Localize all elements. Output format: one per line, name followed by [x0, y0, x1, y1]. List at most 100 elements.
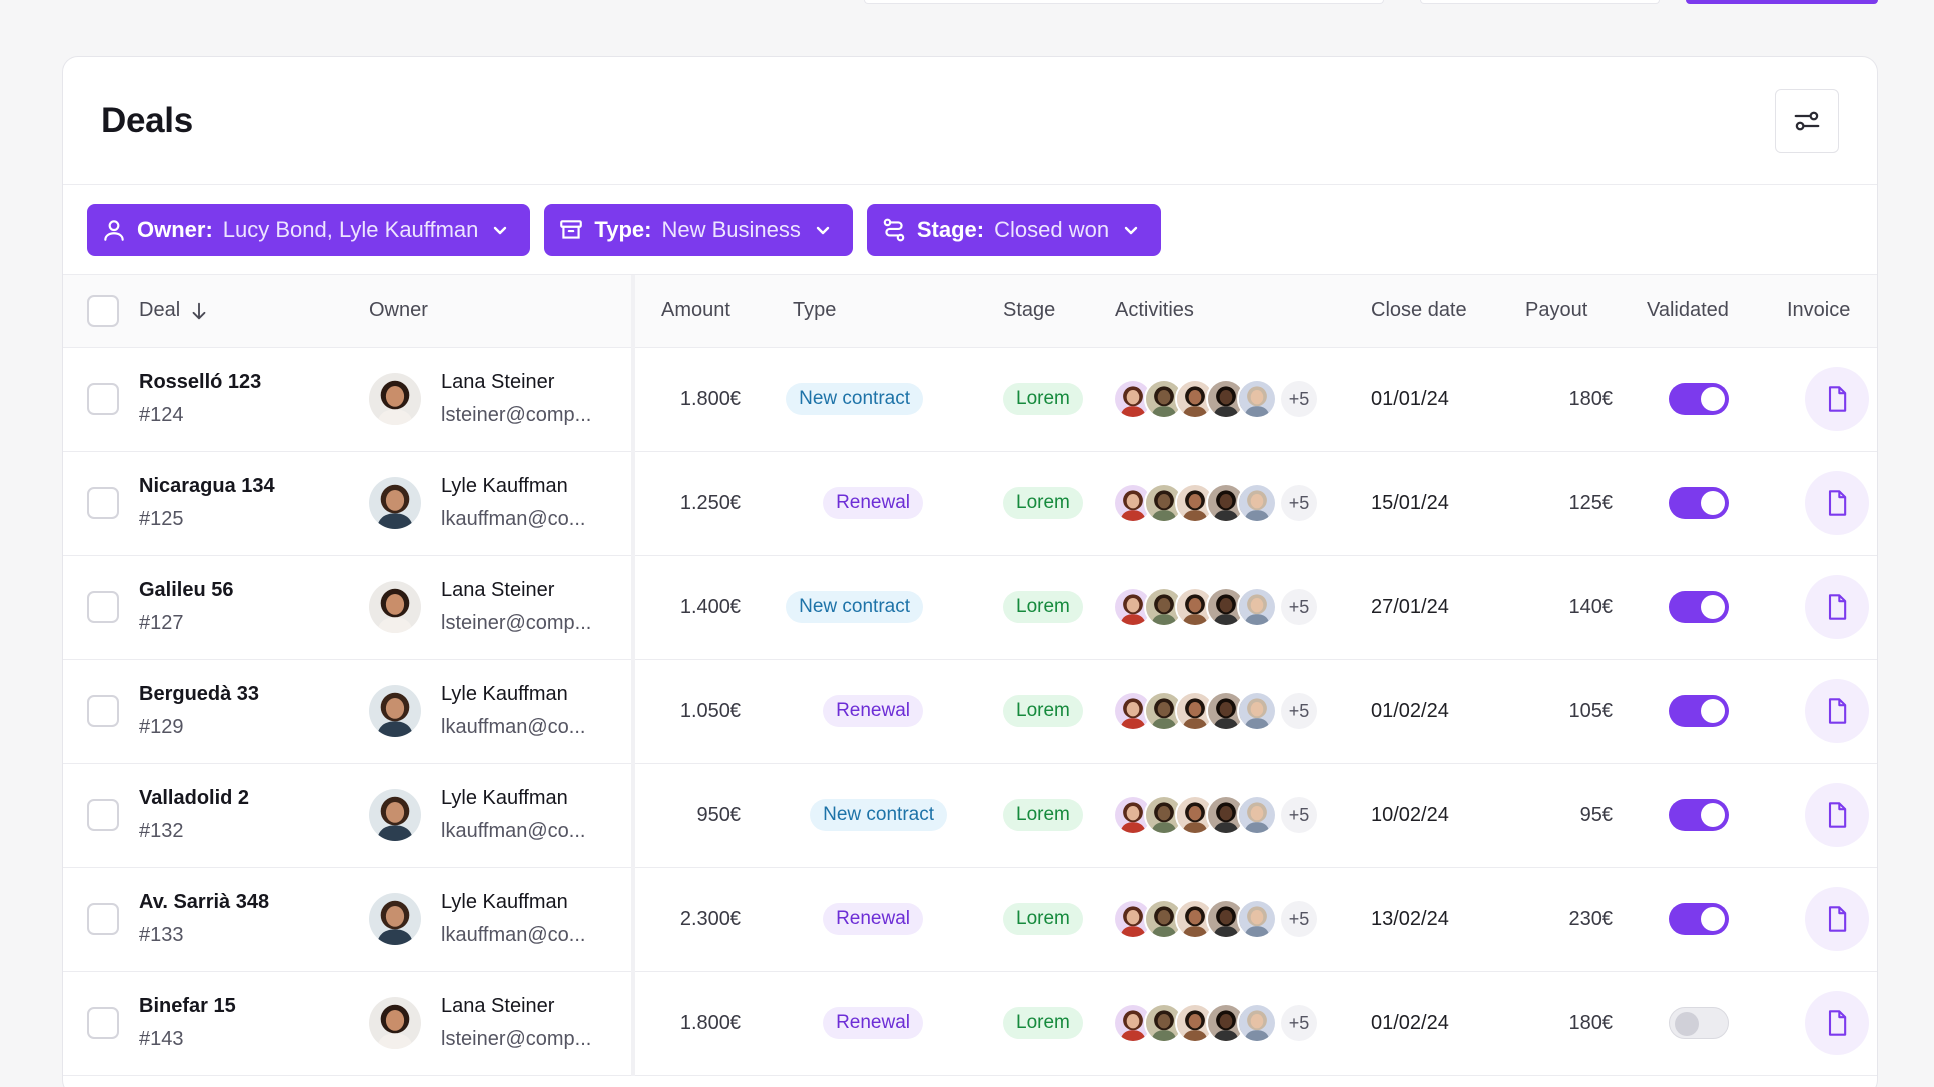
owner-name: Lana Steiner	[441, 995, 555, 1017]
activity-avatar	[1237, 899, 1277, 939]
table-row[interactable]: Nicaragua 134 #125 Lyle Kauffman lkauffm…	[63, 451, 1877, 556]
activity-more-count[interactable]: +5	[1281, 589, 1317, 625]
validated-toggle[interactable]	[1669, 799, 1729, 831]
owner-name: Lyle Kauffman	[441, 891, 568, 913]
col-validated[interactable]: Validated	[1643, 275, 1783, 348]
activity-more-count[interactable]: +5	[1281, 381, 1317, 417]
close-date: 10/02/24	[1367, 763, 1517, 868]
payout: 95€	[1517, 763, 1643, 868]
filter-stage[interactable]: Stage: Closed won	[866, 203, 1162, 256]
activity-more-count[interactable]: +5	[1281, 901, 1317, 937]
row-checkbox[interactable]	[87, 487, 119, 519]
row-checkbox[interactable]	[87, 591, 119, 623]
table-row[interactable]: Rosselló 123 #124 Lana Steiner lsteiner@…	[63, 347, 1877, 452]
document-icon	[1828, 906, 1847, 932]
owner-cell: Lana Steiner lsteiner@comp...	[369, 579, 631, 635]
activity-more-count[interactable]: +5	[1281, 797, 1317, 833]
owner-name: Lyle Kauffman	[441, 475, 568, 497]
owner-avatar	[369, 581, 421, 633]
col-owner[interactable]: Owner	[369, 275, 635, 348]
top-button-stub	[1420, 0, 1660, 4]
deal-name: Nicaragua 134	[139, 475, 275, 497]
chevron-down-icon	[494, 226, 507, 234]
owner-email: lkauffman@co...	[441, 924, 586, 946]
deal-id: #127	[139, 612, 184, 634]
table-row[interactable]: Galileu 56 #127 Lana Steiner lsteiner@co…	[63, 555, 1877, 660]
validated-toggle[interactable]	[1669, 487, 1729, 519]
invoice-button[interactable]	[1805, 679, 1869, 743]
invoice-button[interactable]	[1805, 887, 1869, 951]
activity-avatar	[1144, 1003, 1184, 1043]
table-row[interactable]: Berguedà 33 #129 Lyle Kauffman lkauffman…	[63, 659, 1877, 764]
col-amount[interactable]: Amount	[633, 275, 767, 348]
stage-badge: Lorem	[1003, 591, 1083, 623]
validated-toggle[interactable]	[1669, 383, 1729, 415]
col-payout[interactable]: Payout	[1517, 275, 1643, 348]
deal-id: #125	[139, 508, 184, 530]
activity-avatar	[1237, 691, 1277, 731]
owner-avatar	[369, 997, 421, 1049]
document-icon	[1828, 594, 1847, 620]
table-row[interactable]: Binefar 15 #143 Lana Steiner lsteiner@co…	[63, 971, 1877, 1076]
activity-avatar	[1175, 587, 1215, 627]
col-deal[interactable]: Deal	[139, 275, 369, 348]
stage-badge: Lorem	[1003, 799, 1083, 831]
owner-cell: Lana Steiner lsteiner@comp...	[369, 995, 631, 1051]
owner-email: lsteiner@comp...	[441, 612, 592, 634]
validated-toggle[interactable]	[1669, 1007, 1729, 1039]
filter-type[interactable]: Type: New Business	[544, 203, 853, 256]
row-checkbox[interactable]	[87, 799, 119, 831]
activity-avatars[interactable]: +5	[1113, 1003, 1367, 1043]
activity-avatar	[1113, 899, 1153, 939]
activity-more-count[interactable]: +5	[1281, 485, 1317, 521]
row-checkbox[interactable]	[87, 695, 119, 727]
table-row[interactable]: Av. Sarrià 348 #133 Lyle Kauffman lkauff…	[63, 867, 1877, 972]
activity-avatars[interactable]: +5	[1113, 795, 1367, 835]
activity-avatars[interactable]: +5	[1113, 483, 1367, 523]
owner-avatar	[369, 789, 421, 841]
activity-avatar	[1175, 483, 1215, 523]
col-invoice[interactable]: Invoice	[1783, 275, 1877, 348]
deal-amount: 2.300€	[633, 867, 767, 972]
filter-type-key: Type:	[594, 216, 652, 242]
invoice-button[interactable]	[1805, 575, 1869, 639]
invoice-button[interactable]	[1805, 367, 1869, 431]
validated-toggle[interactable]	[1669, 695, 1729, 727]
row-checkbox[interactable]	[87, 1007, 119, 1039]
validated-toggle[interactable]	[1669, 903, 1729, 935]
table-settings-button[interactable]	[1775, 88, 1839, 153]
col-type[interactable]: Type	[767, 275, 977, 348]
filter-owner[interactable]: Owner: Lucy Bond, Lyle Kauffman	[87, 203, 531, 256]
invoice-button[interactable]	[1805, 471, 1869, 535]
col-close-date[interactable]: Close date	[1367, 275, 1517, 348]
row-checkbox[interactable]	[87, 383, 119, 415]
activity-avatars[interactable]: +5	[1113, 379, 1367, 419]
document-icon	[1828, 1010, 1847, 1036]
filter-stage-value: Closed won	[994, 216, 1110, 242]
activity-more-count[interactable]: +5	[1281, 693, 1317, 729]
activity-avatar	[1237, 483, 1277, 523]
table-row[interactable]: Valladolid 2 #132 Lyle Kauffman lkauffma…	[63, 763, 1877, 868]
deal-name: Av. Sarrià 348	[139, 891, 270, 913]
validated-toggle[interactable]	[1669, 591, 1729, 623]
invoice-button[interactable]	[1805, 783, 1869, 847]
close-date: 01/01/24	[1367, 347, 1517, 452]
filter-owner-key: Owner:	[137, 216, 213, 242]
stage-badge: Lorem	[1003, 903, 1083, 935]
filter-bar: Owner: Lucy Bond, Lyle Kauffman Type: Ne…	[63, 185, 1877, 275]
activity-more-count[interactable]: +5	[1281, 1005, 1317, 1041]
activity-avatars[interactable]: +5	[1113, 899, 1367, 939]
deal-id: #132	[139, 820, 184, 842]
invoice-button[interactable]	[1805, 991, 1869, 1055]
owner-name: Lana Steiner	[441, 579, 555, 601]
select-all-checkbox[interactable]	[87, 294, 119, 327]
chevron-down-icon	[1124, 226, 1138, 234]
row-checkbox[interactable]	[87, 903, 119, 935]
activity-avatars[interactable]: +5	[1113, 691, 1367, 731]
activity-avatars[interactable]: +5	[1113, 587, 1367, 627]
col-activities[interactable]: Activities	[1113, 275, 1367, 348]
col-stage[interactable]: Stage	[977, 275, 1113, 348]
deal-amount: 1.800€	[633, 347, 767, 452]
deal-amount: 1.050€	[633, 659, 767, 764]
owner-name: Lyle Kauffman	[441, 787, 568, 809]
